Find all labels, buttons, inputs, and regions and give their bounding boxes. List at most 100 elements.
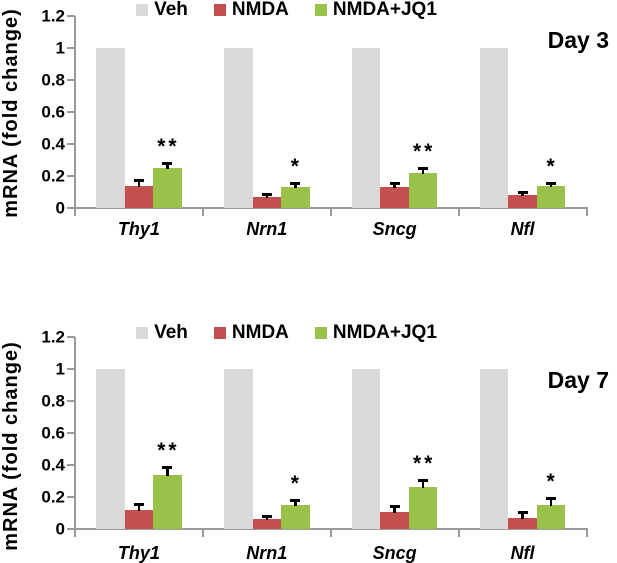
bar-nmda+jq1: [536, 505, 566, 529]
error-bar-stem: [166, 162, 169, 169]
category-label: Thy1: [117, 219, 160, 239]
x-tick-mark: [74, 529, 76, 537]
category-label: Nrn1: [246, 219, 288, 239]
bar-nmda: [380, 187, 409, 208]
y-tick-mark: [67, 528, 75, 530]
y-tick-mark: [67, 15, 75, 17]
legend: Veh NMDA NMDA+JQ1: [0, 323, 595, 342]
bar-nmda+jq1: [408, 172, 438, 208]
y-tick-mark: [67, 79, 75, 81]
bar-nmda+jq1: [408, 487, 438, 529]
x-tick-mark: [329, 208, 332, 216]
bar-veh: [224, 369, 253, 529]
y-tick-label: 0.4: [41, 134, 65, 154]
x-axis-line: [67, 528, 588, 530]
bar-veh: [96, 48, 125, 208]
error-bar-cap: [546, 497, 557, 500]
y-tick-mark: [67, 496, 75, 498]
bar-veh: [351, 369, 381, 529]
bar-nmda: [380, 512, 409, 529]
plot-area: 0 0.2 0.4 0.6 0.8 1 1.2 ** Thy1 * Nrn1 ** Sncg * Nfl: [0, 0, 617, 270]
x-tick-mark: [201, 208, 204, 216]
plot-area: 0 0.2 0.4 0.6 0.8 1 1.2 ** Thy1 * Nrn1 ** Sncg * Nfl: [0, 321, 617, 563]
category-label: Thy1: [117, 543, 160, 563]
x-axis-line: [67, 207, 588, 209]
bar-veh: [351, 48, 381, 208]
y-tick-mark: [67, 47, 75, 49]
y-tick-label: 0.2: [41, 487, 65, 507]
panel-title: Day 3: [547, 27, 609, 53]
y-axis-line: [74, 337, 76, 529]
legend-item-nmda-jq1: NMDA+JQ1: [314, 322, 437, 343]
error-bar-stem: [421, 478, 425, 489]
nmda-swatch-icon: [213, 326, 226, 339]
legend-label: Veh: [154, 322, 188, 343]
y-tick-mark: [67, 111, 75, 113]
y-tick-mark: [67, 336, 75, 338]
error-bar-cap: [517, 191, 528, 195]
significance-stars: **: [413, 140, 436, 164]
panel-title: Day 7: [547, 367, 609, 393]
bar-nmda: [508, 517, 537, 529]
error-bar-cap: [418, 478, 429, 482]
nmda-jq1-swatch-icon: [314, 3, 327, 16]
error-bar-stem: [294, 499, 297, 506]
error-bar-cap: [290, 181, 301, 185]
significance-stars: *: [290, 154, 302, 178]
nmda-swatch-icon: [213, 3, 226, 16]
error-bar-cap: [133, 502, 144, 506]
error-bar-cap: [133, 179, 144, 183]
y-tick-label: 0: [55, 519, 65, 539]
error-bar-stem: [137, 502, 141, 511]
bar-nmda: [508, 195, 537, 208]
significance-stars: *: [546, 470, 558, 493]
y-tick-mark: [67, 400, 75, 402]
category-label: Nfl: [510, 543, 535, 563]
error-bar-cap: [389, 505, 400, 508]
bar-nmda+jq1: [153, 475, 182, 529]
category-label: Nrn1: [246, 543, 288, 563]
legend-label: NMDA+JQ1: [332, 322, 437, 343]
bar-nmda: [252, 196, 282, 208]
legend-item-nmda: NMDA: [213, 322, 289, 343]
y-tick-label: 0: [55, 198, 65, 218]
category-label: Sncg: [372, 543, 417, 563]
y-tick-mark: [67, 143, 75, 145]
bar-veh: [479, 48, 509, 208]
x-tick-mark: [457, 208, 460, 216]
error-bar-stem: [421, 167, 425, 174]
bar-veh: [96, 369, 125, 529]
category-label: Nfl: [510, 219, 535, 239]
error-bar-stem: [393, 505, 396, 514]
legend-label: NMDA+JQ1: [332, 0, 437, 20]
y-tick-mark: [67, 368, 75, 370]
y-tick-label: 0.8: [41, 391, 65, 411]
y-tick-label: 1.2: [41, 327, 65, 347]
error-bar-cap: [517, 511, 528, 515]
legend-item-nmda: NMDA: [213, 0, 289, 19]
significance-stars: *: [290, 472, 302, 496]
legend: Veh NMDA NMDA+JQ1: [0, 0, 595, 19]
legend-label: NMDA: [231, 322, 289, 343]
y-tick-mark: [67, 464, 75, 466]
y-tick-label: 0.2: [41, 166, 65, 186]
error-bar-stem: [521, 511, 524, 519]
bar-veh: [479, 369, 509, 529]
y-tick-label: 1: [55, 359, 65, 379]
error-bar-cap: [261, 514, 272, 518]
error-bar-stem: [294, 181, 297, 189]
x-tick-mark: [585, 529, 588, 537]
significance-stars: **: [157, 135, 180, 159]
error-bar-cap: [418, 167, 429, 171]
category-label: Sncg: [372, 219, 417, 239]
bar-nmda+jq1: [281, 505, 310, 529]
y-tick-mark: [67, 175, 75, 177]
y-tick-mark: [67, 207, 75, 209]
significance-stars: *: [546, 155, 558, 179]
veh-swatch-icon: [136, 326, 149, 339]
chart-day7: Veh NMDA NMDA+JQ1 mRNA (fold change) Day…: [0, 321, 617, 563]
legend-item-nmda-jq1: NMDA+JQ1: [314, 0, 437, 20]
y-tick-label: 1: [55, 38, 65, 58]
bar-nmda+jq1: [153, 168, 182, 208]
